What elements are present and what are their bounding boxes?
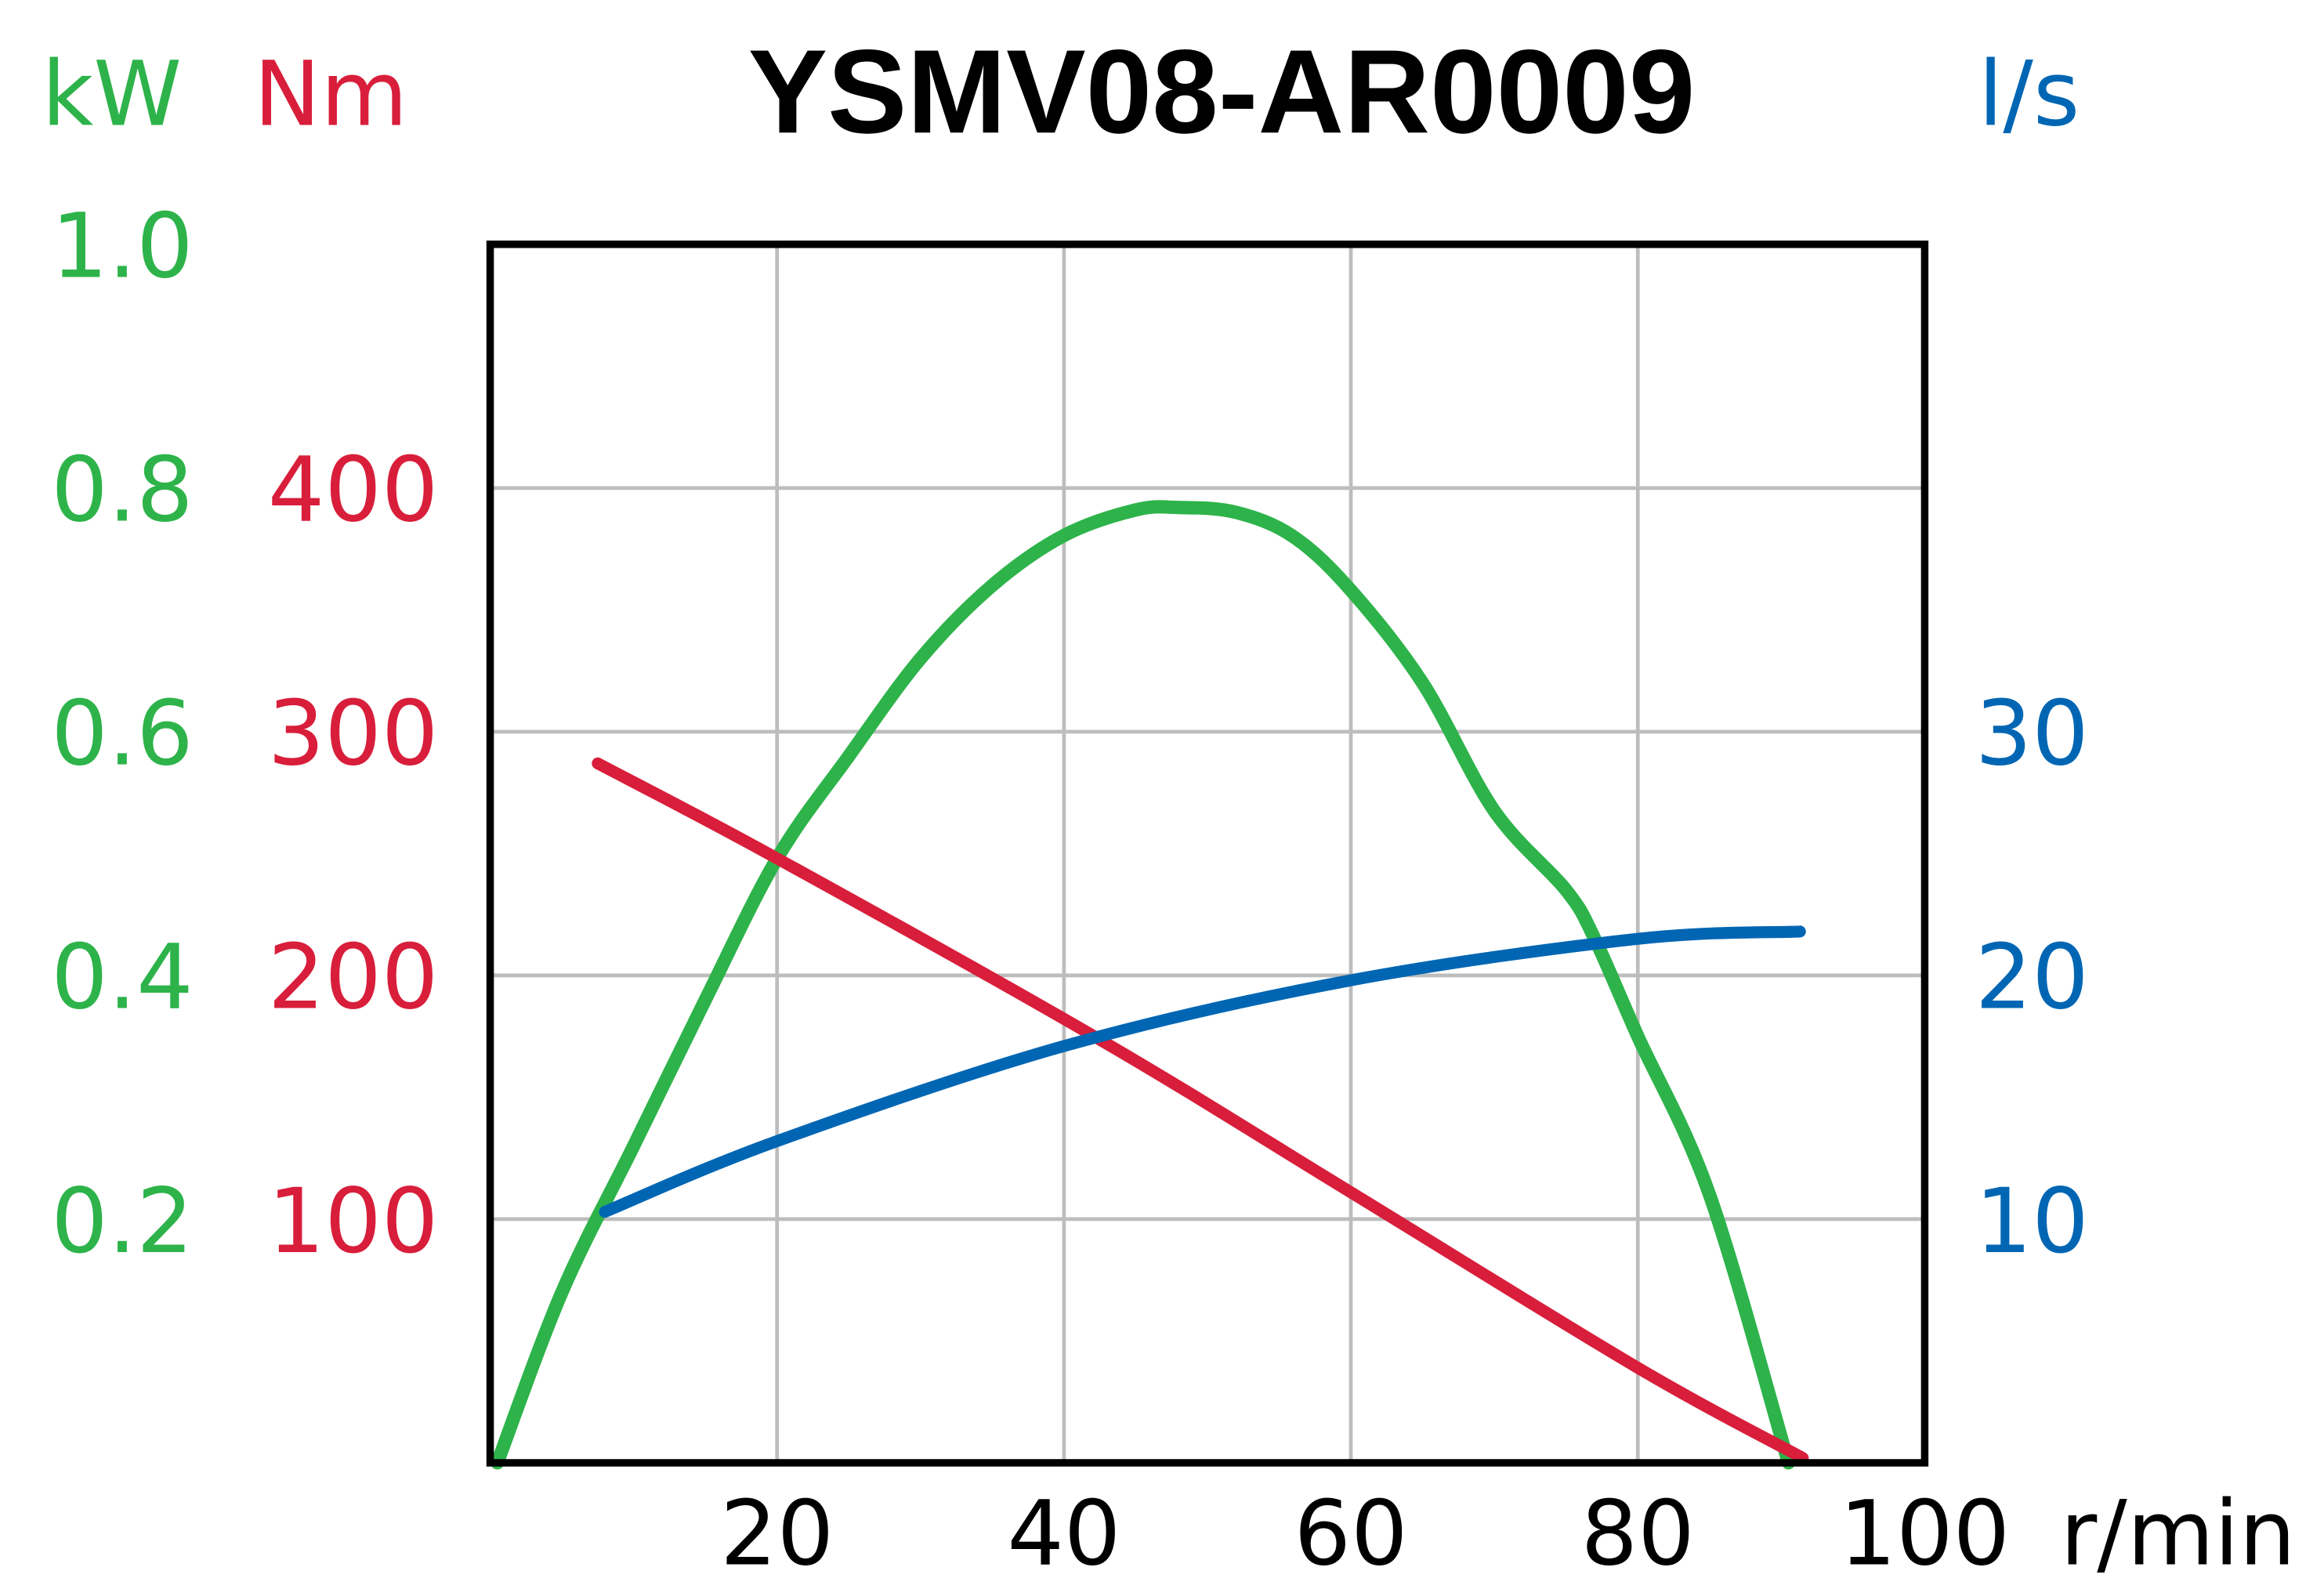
plot-frame [486,241,1929,1467]
x-tick-label: 100 [1840,1481,2011,1585]
flow-tick-label: 10 [1975,1169,2089,1273]
power-unit-label: kW [42,42,182,147]
torque-tick-label: 400 [268,438,439,542]
power-curve [491,500,1796,1470]
torque-tick-label: 100 [268,1169,439,1273]
power-tick-label: 1.0 [51,194,193,299]
flow-tick-label: 30 [1975,682,2089,786]
torque-tick-label: 300 [268,682,439,786]
x-tick-label: 60 [1294,1481,1408,1585]
power-tick-label: 0.4 [51,925,193,1030]
torque-unit-label: Nm [254,42,407,147]
torque-tick-label: 200 [268,925,439,1030]
x-tick-label: 80 [1581,1481,1695,1585]
x-tick-label: 20 [720,1481,834,1585]
x-axis-label: r/min [2060,1481,2295,1585]
power-tick-label: 0.8 [51,438,193,542]
torque-curve [592,757,1809,1464]
power-tick-label: 0.6 [51,682,193,786]
flow-curve [599,925,1806,1218]
x-tick-label: 40 [1007,1481,1120,1585]
flow-tick-label: 20 [1975,925,2089,1030]
flow-unit-label: l/s [1978,42,2080,147]
chart-title: YSMV08-AR0009 [748,25,1696,158]
power-tick-label: 0.2 [51,1169,193,1273]
